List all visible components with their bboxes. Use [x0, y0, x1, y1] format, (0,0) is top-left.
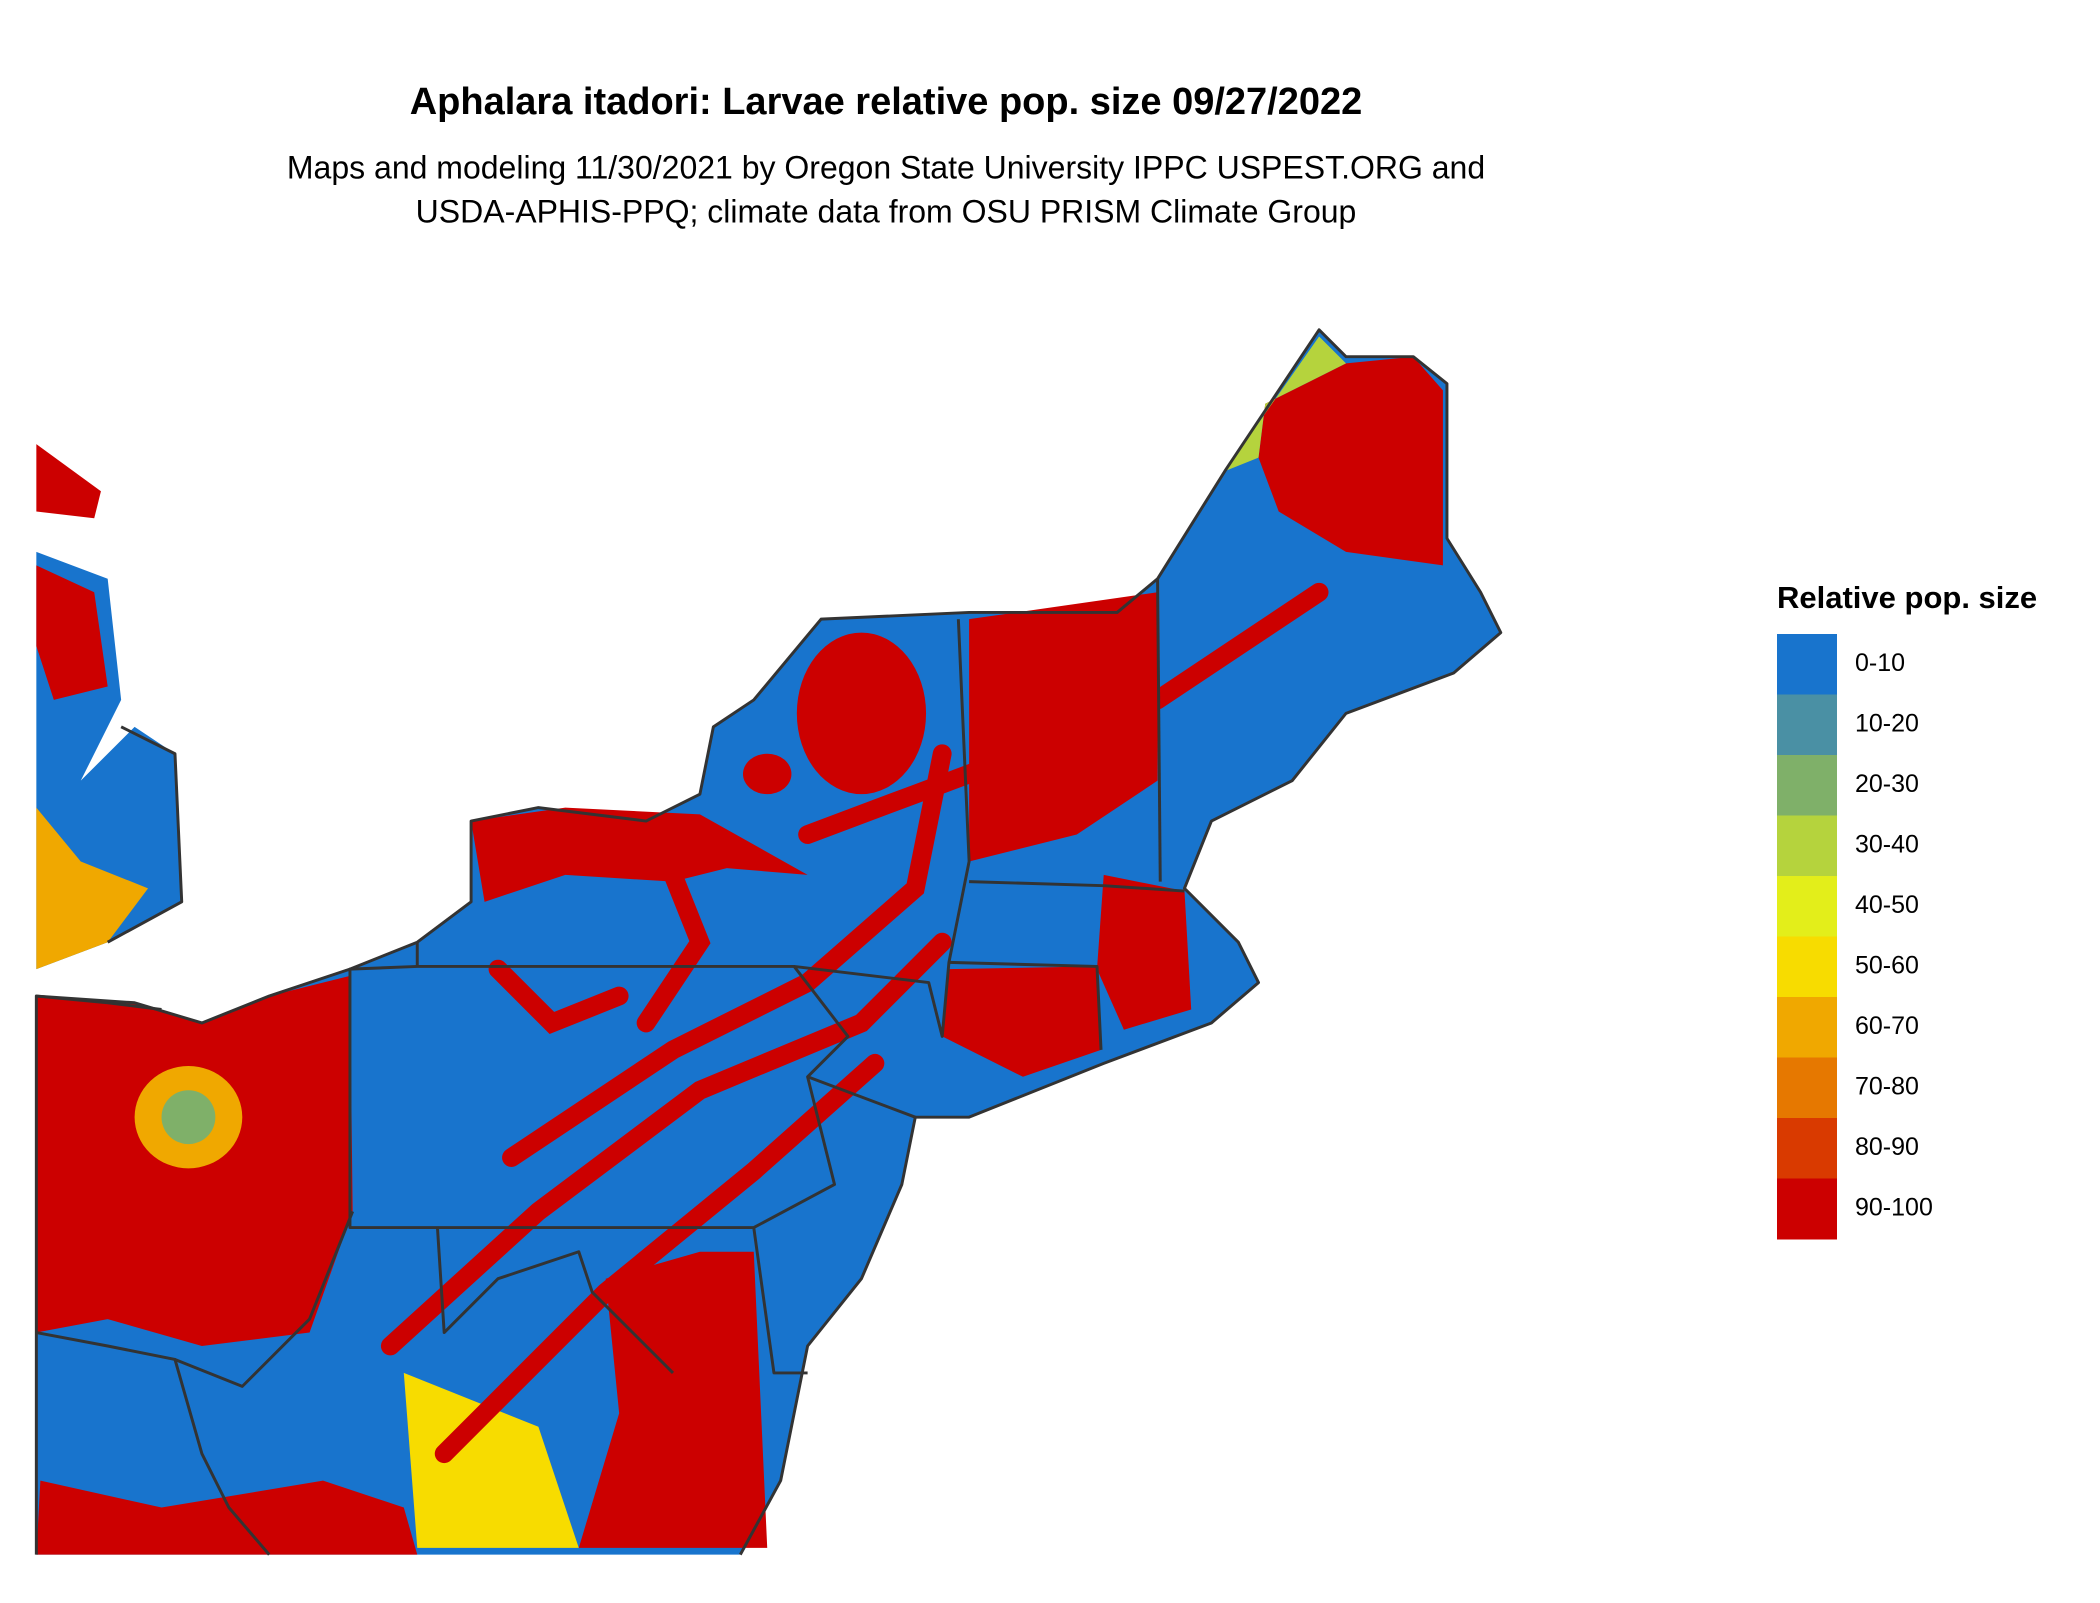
state-borders [34, 328, 1503, 1556]
legend-label: 40-50 [1855, 891, 1919, 919]
streak [434, 1053, 885, 1464]
region [471, 807, 808, 902]
streaks [380, 582, 1329, 1464]
legend-swatch [1777, 1118, 1837, 1179]
streak [798, 582, 1329, 844]
state-border [793, 619, 971, 1038]
state-border [948, 960, 1103, 1050]
map-subtitle: Maps and modeling 11/30/2021 by Oregon S… [287, 149, 1485, 185]
state-border [174, 1210, 355, 1388]
legend-swatch [1777, 997, 1837, 1058]
coastline [34, 328, 1503, 1556]
legend-label: 30-40 [1855, 830, 1919, 858]
region [796, 632, 927, 795]
region [36, 1480, 418, 1555]
map-title: Aphalara itadori: Larvae relative pop. s… [410, 81, 1363, 123]
legend-label: 10-20 [1855, 709, 1919, 737]
legend: 0-10 10-20 20-30 30-40 40-50 50-60 60-70 70-80 8… [1777, 634, 1933, 1240]
legend-label: 20-30 [1855, 770, 1919, 798]
region [742, 753, 792, 795]
region [1096, 874, 1192, 1030]
legend-swatch [1777, 1178, 1837, 1240]
region [1258, 356, 1443, 566]
region [161, 1090, 216, 1145]
legend-swatch [1777, 815, 1837, 877]
legend-label: 0-10 [1855, 649, 1905, 677]
state-border [435, 1227, 675, 1374]
legend-label: 50-60 [1855, 951, 1919, 979]
streak [488, 959, 629, 1035]
region [36, 807, 149, 970]
legend-label: 70-80 [1855, 1072, 1919, 1100]
streak [636, 865, 711, 1033]
region [36, 444, 101, 519]
legend-swatch [1777, 634, 1837, 695]
legend-swatch [1777, 694, 1837, 756]
legend-label: 90-100 [1855, 1193, 1933, 1221]
region [1224, 336, 1346, 472]
state-border [1156, 578, 1162, 882]
state-border [807, 1075, 916, 1119]
region [942, 966, 1102, 1077]
legend-swatch [1777, 755, 1837, 816]
state-border [752, 1227, 808, 1375]
legend-swatch [1777, 936, 1837, 998]
legend-label: 60-70 [1855, 1012, 1919, 1040]
map [34, 328, 1503, 1556]
legend-swatch [1777, 1057, 1837, 1119]
state-border [969, 880, 1185, 893]
streak [380, 932, 952, 1356]
legend-title: Relative pop. size [1777, 580, 2037, 615]
region [403, 1372, 579, 1548]
map-subtitle: USDA-APHIS-PPQ; climate data from OSU PR… [416, 193, 1357, 229]
state-border [36, 1331, 271, 1556]
legend-label: 80-90 [1855, 1133, 1919, 1161]
coastline [106, 725, 184, 944]
region [969, 592, 1158, 862]
region [36, 565, 108, 700]
legend-swatch [1777, 876, 1837, 937]
